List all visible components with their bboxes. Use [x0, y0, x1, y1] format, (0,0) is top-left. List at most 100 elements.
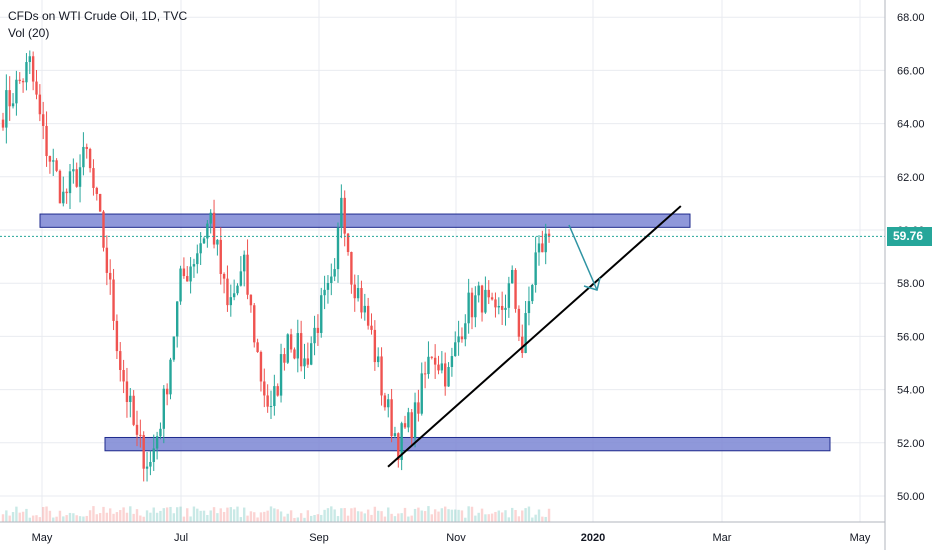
volume-bar [289, 510, 293, 522]
candle-body [249, 294, 253, 306]
y-tick-label[interactable]: 54.00 [897, 385, 925, 397]
volume-bar [8, 515, 11, 522]
volume-bar [383, 516, 387, 522]
projection-arrow[interactable] [568, 224, 601, 291]
candle-body [42, 114, 45, 126]
axes [0, 0, 886, 550]
candle-body [541, 243, 544, 253]
volume-bar [62, 516, 65, 522]
x-tick-label[interactable]: Sep [309, 532, 329, 544]
candle-body [400, 423, 403, 460]
candle-body [82, 146, 85, 168]
x-tick-label[interactable]: Mar [713, 532, 732, 544]
candle-body [142, 435, 145, 469]
candle-body [11, 103, 15, 107]
x-tick-label[interactable]: Jul [174, 532, 188, 544]
volume-bar [490, 513, 494, 522]
volume-bar [464, 517, 467, 522]
candle-body [88, 149, 92, 169]
volume-bar [199, 510, 202, 522]
candle-body [534, 252, 537, 286]
volume-bar [433, 509, 437, 522]
volume-bar [417, 507, 420, 522]
volume-bar [155, 512, 159, 522]
volume-bar [85, 515, 88, 522]
y-tick-label[interactable]: 50.00 [897, 491, 925, 503]
volume-bar [253, 512, 256, 522]
candle-body [356, 288, 360, 299]
volume-bar [470, 506, 474, 522]
volume-bar [112, 513, 115, 522]
volume-bar [423, 511, 427, 522]
candle-body [437, 364, 440, 371]
volume-bar [239, 517, 243, 522]
y-tick-label[interactable]: 52.00 [897, 438, 925, 450]
candle-body [387, 399, 390, 408]
x-axis-labels[interactable]: May Jul Sep Nov 2020 Mar May [32, 532, 871, 544]
volume-bar [11, 512, 15, 522]
candle-body [296, 333, 299, 359]
candle-body [135, 424, 139, 435]
candle-body [199, 243, 202, 254]
candle-body [209, 212, 212, 224]
y-tick-label[interactable]: 62.00 [897, 172, 925, 184]
y-tick-label[interactable]: 66.00 [897, 65, 925, 77]
volume-bar [226, 507, 229, 522]
candle-body [363, 305, 366, 313]
candle-body [35, 81, 38, 95]
candle-body [159, 428, 162, 437]
candle-body [162, 388, 165, 429]
y-tick-label[interactable]: 68.00 [897, 12, 925, 24]
candle-body [179, 268, 182, 302]
volume-bar [105, 512, 109, 522]
volume-bar [31, 515, 35, 522]
candle-body [202, 238, 206, 244]
x-tick-label[interactable]: 2020 [581, 532, 605, 544]
volume-bar [219, 508, 222, 522]
volume-bar [182, 516, 186, 522]
x-tick-label[interactable]: Nov [446, 532, 466, 544]
candle-body [460, 336, 464, 340]
volume-bar [363, 513, 366, 522]
candle-body [323, 289, 326, 296]
candle-body [517, 308, 521, 337]
volume-bar [249, 511, 253, 522]
candle-body [537, 243, 541, 253]
volume-bar [149, 512, 152, 522]
y-axis-labels[interactable]: 68.0066.0064.0062.0060.0058.0056.0054.00… [897, 12, 925, 503]
y-tick-label[interactable]: 64.00 [897, 119, 925, 131]
volume-bar [507, 517, 511, 522]
x-tick-label[interactable]: May [32, 532, 53, 544]
candle-body [48, 156, 52, 162]
candle-body [129, 395, 132, 403]
volume-bar [537, 509, 541, 522]
volume-indicator-label[interactable]: Vol (20) [8, 26, 50, 40]
horizontal-zones[interactable] [39, 213, 831, 452]
candle-body [186, 276, 189, 282]
volume-bar [209, 510, 212, 522]
support-zone[interactable] [104, 436, 831, 452]
candle-body [232, 293, 236, 298]
candle-body [263, 381, 266, 396]
volume-bar [547, 508, 551, 522]
volume-bar [437, 511, 440, 522]
candle-body [95, 187, 98, 194]
x-tick-label[interactable]: May [850, 532, 871, 544]
y-tick-label[interactable]: 58.00 [897, 278, 925, 290]
symbol-title[interactable]: CFDs on WTI Crude Oil, 1D, TVC [8, 9, 188, 23]
volume-bar [159, 510, 162, 522]
candle-body [216, 239, 219, 245]
y-tick-label[interactable]: 56.00 [897, 331, 925, 343]
candle-body [547, 233, 551, 237]
volume-bar [276, 509, 279, 522]
volume-bar [397, 513, 400, 522]
candle-body [490, 297, 494, 300]
candle-body [206, 223, 209, 239]
volume-bar [346, 515, 350, 522]
volume-bar [52, 517, 55, 522]
resistance-zone[interactable] [39, 213, 691, 228]
ascending-trendline[interactable] [387, 205, 682, 468]
volume-bar [266, 510, 269, 522]
volume-bar [313, 515, 316, 522]
